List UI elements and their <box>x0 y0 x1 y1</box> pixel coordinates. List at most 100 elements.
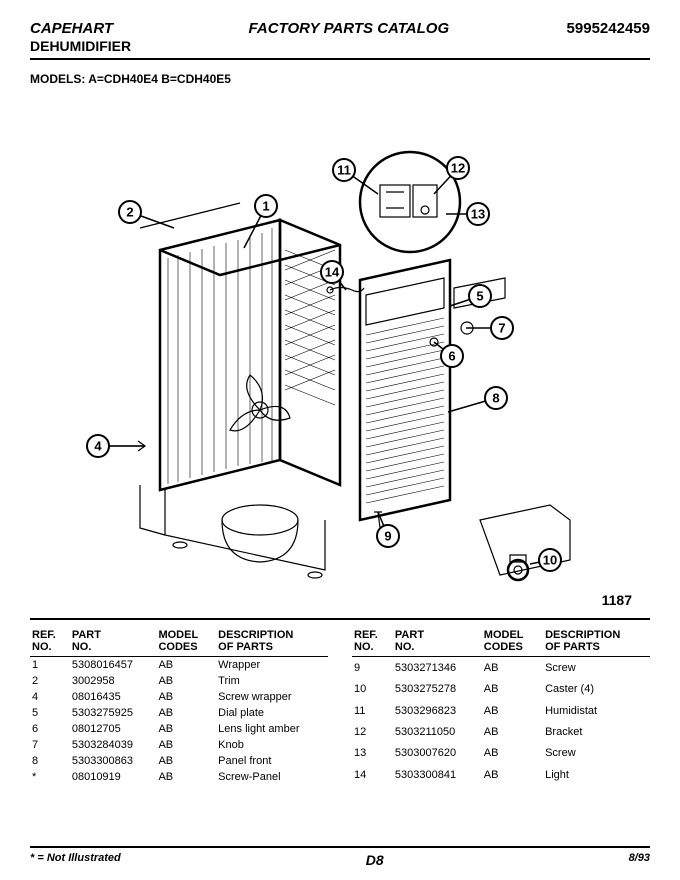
parts-table-right: REF.NO.PARTNO.MODELCODESDESCRIPTIONOF PA… <box>352 626 650 785</box>
table-row: 15308016457ABWrapper <box>30 657 328 674</box>
table-row: 115303296823ABHumidistat <box>352 700 650 721</box>
table-row: 55303275925ABDial plate <box>30 705 328 721</box>
callout-number: 2 <box>126 205 133 220</box>
cell-desc: Caster (4) <box>543 679 650 700</box>
callout-number: 5 <box>476 289 483 304</box>
table-row: 125303211050ABBracket <box>352 721 650 742</box>
header: CAPEHART DEHUMIDIFIER FACTORY PARTS CATA… <box>30 20 650 60</box>
cell-desc: Screw <box>543 657 650 679</box>
cell-part: 5303271346 <box>393 657 482 679</box>
col-codes: MODELCODES <box>156 626 216 657</box>
cell-ref: 9 <box>352 657 393 679</box>
brand: CAPEHART <box>30 20 131 38</box>
cell-codes: AB <box>156 737 216 753</box>
cell-ref: 12 <box>352 721 393 742</box>
cell-desc: Knob <box>216 737 328 753</box>
cell-codes: AB <box>156 753 216 769</box>
cell-part: 08012705 <box>70 721 157 737</box>
cell-part: 5303211050 <box>393 721 482 742</box>
cell-ref: 1 <box>30 657 70 674</box>
cell-part: 5303296823 <box>393 700 482 721</box>
cell-desc: Lens light amber <box>216 721 328 737</box>
page: CAPEHART DEHUMIDIFIER FACTORY PARTS CATA… <box>0 0 680 880</box>
cell-codes: AB <box>482 679 543 700</box>
cabinet <box>160 220 340 490</box>
diagram-svg: 124567891011121314 <box>30 90 650 610</box>
col-desc: DESCRIPTIONOF PARTS <box>543 626 650 657</box>
cell-desc: Panel front <box>216 753 328 769</box>
col-part: PARTNO. <box>70 626 157 657</box>
callout-number: 14 <box>325 265 340 280</box>
cell-ref: 11 <box>352 700 393 721</box>
cell-codes: AB <box>156 657 216 674</box>
trim <box>140 203 240 228</box>
cell-desc: Trim <box>216 673 328 689</box>
diagram-id: 1187 <box>602 592 632 608</box>
cell-codes: AB <box>156 689 216 705</box>
col-ref: REF.NO. <box>30 626 70 657</box>
cell-ref: * <box>30 769 70 785</box>
cell-ref: 10 <box>352 679 393 700</box>
table-row: 75303284039ABKnob <box>30 737 328 753</box>
footnote: * = Not Illustrated <box>30 852 121 868</box>
models-line: MODELS: A=CDH40E4 B=CDH40E5 <box>30 72 650 86</box>
catalog-title: FACTORY PARTS CATALOG <box>249 20 450 37</box>
cell-desc: Screw-Panel <box>216 769 328 785</box>
cell-desc: Screw <box>543 743 650 764</box>
col-desc: DESCRIPTIONOF PARTS <box>216 626 328 657</box>
cell-part: 5303300841 <box>393 764 482 785</box>
footer: * = Not Illustrated D8 8/93 <box>30 846 650 868</box>
cell-desc: Screw wrapper <box>216 689 328 705</box>
cell-codes: AB <box>156 721 216 737</box>
table-row: 23002958ABTrim <box>30 673 328 689</box>
parts-tables: REF.NO.PARTNO.MODELCODESDESCRIPTIONOF PA… <box>30 618 650 785</box>
cell-desc: Wrapper <box>216 657 328 674</box>
callout-number: 13 <box>471 207 485 222</box>
table-row: 105303275278ABCaster (4) <box>352 679 650 700</box>
cell-part: 08016435 <box>70 689 157 705</box>
col-codes: MODELCODES <box>482 626 543 657</box>
parts-table-left: REF.NO.PARTNO.MODELCODESDESCRIPTIONOF PA… <box>30 626 328 785</box>
cell-codes: AB <box>156 673 216 689</box>
detail-inset <box>360 152 460 252</box>
callout-number: 12 <box>451 161 465 176</box>
table-row: 135303007620ABScrew <box>352 743 650 764</box>
cell-part: 5303275278 <box>393 679 482 700</box>
brand-block: CAPEHART DEHUMIDIFIER <box>30 20 131 54</box>
cell-ref: 14 <box>352 764 393 785</box>
cell-part: 5303300863 <box>70 753 157 769</box>
table-row: 608012705ABLens light amber <box>30 721 328 737</box>
cell-codes: AB <box>156 769 216 785</box>
cell-ref: 6 <box>30 721 70 737</box>
table-row: 85303300863ABPanel front <box>30 753 328 769</box>
exploded-diagram: 124567891011121314 1187 <box>30 90 650 610</box>
page-number: D8 <box>366 852 384 868</box>
table-row: 95303271346ABScrew <box>352 657 650 679</box>
cell-desc: Humidistat <box>543 700 650 721</box>
col-ref: REF.NO. <box>352 626 393 657</box>
product: DEHUMIDIFIER <box>30 38 131 54</box>
callout-number: 10 <box>543 553 557 568</box>
cell-codes: AB <box>482 657 543 679</box>
callout-number: 4 <box>94 439 102 454</box>
cell-ref: 4 <box>30 689 70 705</box>
front-panel <box>360 260 450 520</box>
cell-codes: AB <box>482 700 543 721</box>
revision-date: 8/93 <box>629 852 650 868</box>
cell-part: 5303007620 <box>393 743 482 764</box>
cell-desc: Light <box>543 764 650 785</box>
callout-number: 1 <box>262 199 269 214</box>
base-assembly <box>140 485 325 578</box>
cell-ref: 2 <box>30 673 70 689</box>
cell-part: 5303275925 <box>70 705 157 721</box>
cell-codes: AB <box>482 743 543 764</box>
callout-number: 8 <box>492 391 499 406</box>
callout-number: 9 <box>384 529 391 544</box>
callout-number: 6 <box>448 349 455 364</box>
cell-ref: 8 <box>30 753 70 769</box>
table-row: 145303300841ABLight <box>352 764 650 785</box>
table-row: *08010919ABScrew-Panel <box>30 769 328 785</box>
cell-desc: Dial plate <box>216 705 328 721</box>
cell-part: 5303284039 <box>70 737 157 753</box>
cell-ref: 13 <box>352 743 393 764</box>
